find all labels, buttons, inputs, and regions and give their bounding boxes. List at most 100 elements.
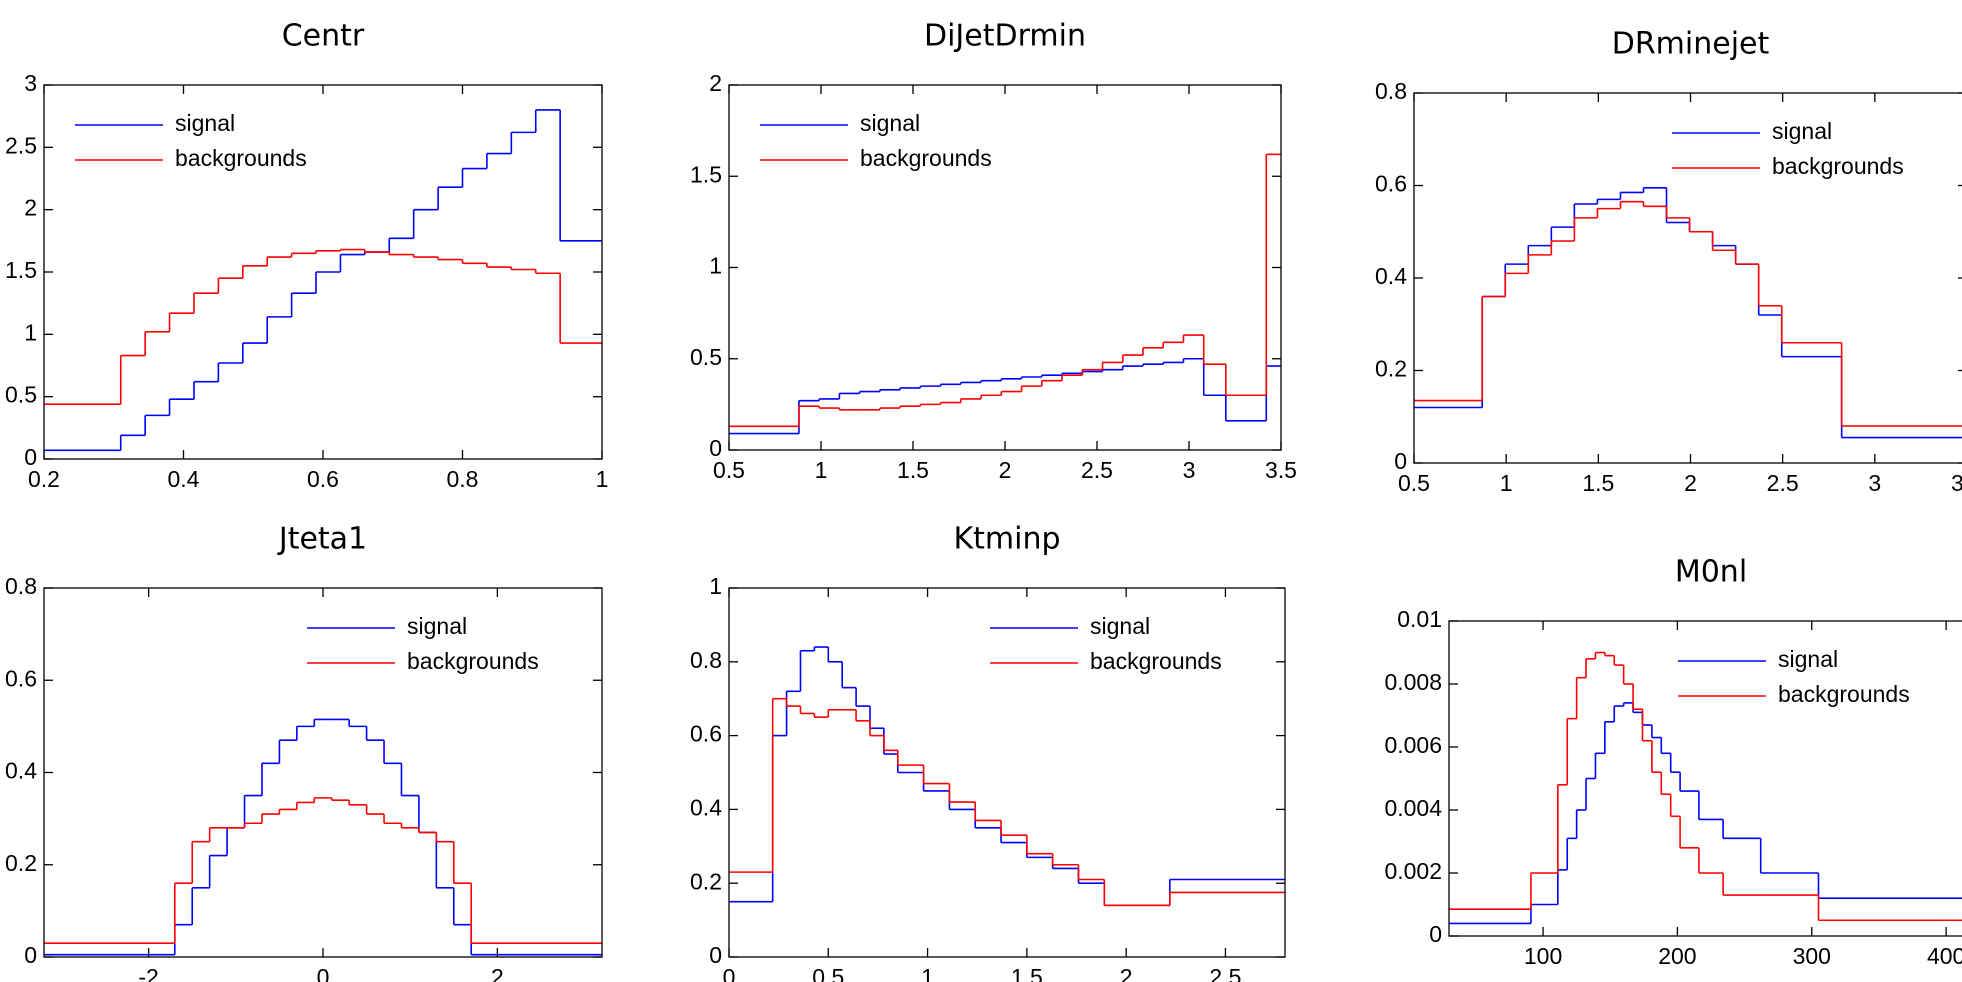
- chart-title: Jteta1: [277, 522, 367, 557]
- series-group: [1414, 187, 1962, 439]
- x-tick-label: 0.5: [1398, 470, 1430, 496]
- chart-title: DiJetDrmin: [924, 19, 1086, 54]
- x-tick-label: -2: [138, 964, 158, 982]
- subplot: Centr 0.2 0.4 0.6 0.8 1 0 0.5 1 1.5 2 2.5 3 signal bac…: [5, 19, 608, 493]
- axes-box: [1448, 620, 1962, 937]
- subplot: DRminejet 0.5 1 1.5 2 2.5 3 3.5 0 0.2 0.4 0.6 0.8 sig…: [1375, 27, 1962, 496]
- y-tick-label: 2: [24, 195, 37, 221]
- chart-title: Ktminp: [953, 522, 1060, 557]
- x-tick-label: 3: [1183, 457, 1196, 483]
- y-tick-label: 0: [1429, 921, 1442, 947]
- legend-label: backgrounds: [1090, 648, 1222, 674]
- x-tick-label: 1: [815, 457, 828, 483]
- legend-label: backgrounds: [1778, 681, 1910, 707]
- y-tick-label: 0.5: [690, 344, 722, 370]
- x-tick-label: 2: [999, 457, 1012, 483]
- series-group: [729, 646, 1285, 907]
- x-tick-label: 2: [491, 964, 504, 982]
- subplot: Ktminp 0 0.5 1 1.5 2 2.5 0 0.2 0.4 0.6 0.8 1 signal ba…: [690, 522, 1286, 982]
- x-tick-label: 1: [921, 964, 934, 982]
- legend-label: signal: [860, 110, 920, 136]
- y-tick-label: 0: [709, 942, 722, 968]
- y-tick-label: 0.01: [1397, 606, 1442, 632]
- y-tick-label: 0: [1394, 448, 1407, 474]
- series-group: [729, 153, 1281, 435]
- x-tick-label: 2: [1684, 470, 1697, 496]
- legend-label: signal: [407, 613, 467, 639]
- x-tick-label: 200: [1658, 943, 1696, 969]
- x-tick-label: 0.2: [28, 466, 60, 492]
- x-tick-label: 0: [723, 964, 736, 982]
- x-tick-label: 1: [1500, 470, 1513, 496]
- x-tick-label: 300: [1793, 943, 1831, 969]
- y-tick-label: 0: [24, 942, 37, 968]
- y-tick-label: 0.5: [5, 382, 37, 408]
- y-tick-label: 1.5: [690, 161, 722, 187]
- x-tick-label: 2.5: [1209, 964, 1241, 982]
- x-tick-label: 2: [1120, 964, 1133, 982]
- legend-label: signal: [1090, 613, 1150, 639]
- x-tick-label: 1.5: [1011, 964, 1043, 982]
- x-tick-label: 0.5: [812, 964, 844, 982]
- series-group: [44, 109, 602, 452]
- x-tick-label: 3.5: [1951, 470, 1962, 496]
- y-tick-label: 0: [709, 435, 722, 461]
- x-tick-label: 0.8: [447, 466, 479, 492]
- y-tick-label: 0.8: [1375, 78, 1407, 104]
- plot-area: [729, 85, 1281, 450]
- y-tick-label: 0.6: [1375, 171, 1407, 197]
- x-tick-label: 2.5: [1767, 470, 1799, 496]
- x-tick-label: 0.6: [307, 466, 339, 492]
- x-tick-label: 1.5: [1582, 470, 1614, 496]
- chart-title: DRminejet: [1612, 27, 1770, 62]
- y-tick-label: 0.2: [690, 868, 722, 894]
- y-tick-label: 0.8: [690, 647, 722, 673]
- chart-title: Centr: [282, 19, 365, 54]
- legend-label: signal: [1778, 646, 1838, 672]
- plot-area: [44, 588, 602, 957]
- y-tick-label: 0.2: [1375, 356, 1407, 382]
- x-tick-label: 2.5: [1081, 457, 1113, 483]
- y-tick-label: 2: [709, 70, 722, 96]
- y-tick-label: 1: [24, 319, 37, 345]
- series-group: [44, 718, 602, 956]
- chart-title: M0nl: [1675, 555, 1747, 590]
- x-tick-label: 400: [1927, 943, 1962, 969]
- legend-label: signal: [1772, 118, 1832, 144]
- y-tick-label: 0.2: [5, 850, 37, 876]
- plot-area: [1449, 621, 1962, 936]
- y-tick-label: 1: [709, 253, 722, 279]
- y-tick-label: 0.8: [5, 573, 37, 599]
- y-tick-label: 0.008: [1384, 669, 1442, 695]
- y-tick-label: 1: [709, 573, 722, 599]
- legend-label: backgrounds: [407, 648, 539, 674]
- plot-area: [1414, 93, 1962, 463]
- legend-label: signal: [175, 110, 235, 136]
- legend-label: backgrounds: [175, 145, 307, 171]
- x-tick-label: 1.5: [897, 457, 929, 483]
- y-tick-label: 0.6: [5, 665, 37, 691]
- x-tick-label: 1: [596, 466, 609, 492]
- plot-area: [729, 588, 1285, 957]
- y-tick-label: 3: [24, 70, 37, 96]
- y-tick-label: 0.6: [690, 721, 722, 747]
- y-tick-label: 2.5: [5, 132, 37, 158]
- y-tick-label: 0: [24, 444, 37, 470]
- y-tick-label: 0.002: [1384, 858, 1442, 884]
- series-group: [1449, 651, 1962, 925]
- legend-label: backgrounds: [1772, 153, 1904, 179]
- x-tick-label: 100: [1524, 943, 1562, 969]
- x-tick-label: 0.5: [713, 457, 745, 483]
- subplot: Jteta1 -2 0 2 0 0.2 0.4 0.6 0.8 signal backgrounds: [5, 522, 603, 982]
- x-tick-label: 3: [1868, 470, 1881, 496]
- x-tick-label: 0: [317, 964, 330, 982]
- subplot: M0nl 100 200 300 400 0 0.002 0.004 0.006 0.008 0.0…: [1384, 555, 1962, 969]
- y-tick-label: 1.5: [5, 257, 37, 283]
- y-tick-label: 0.004: [1384, 795, 1442, 821]
- y-tick-label: 0.4: [5, 758, 37, 784]
- legend-label: backgrounds: [860, 145, 992, 171]
- y-tick-label: 0.4: [690, 794, 722, 820]
